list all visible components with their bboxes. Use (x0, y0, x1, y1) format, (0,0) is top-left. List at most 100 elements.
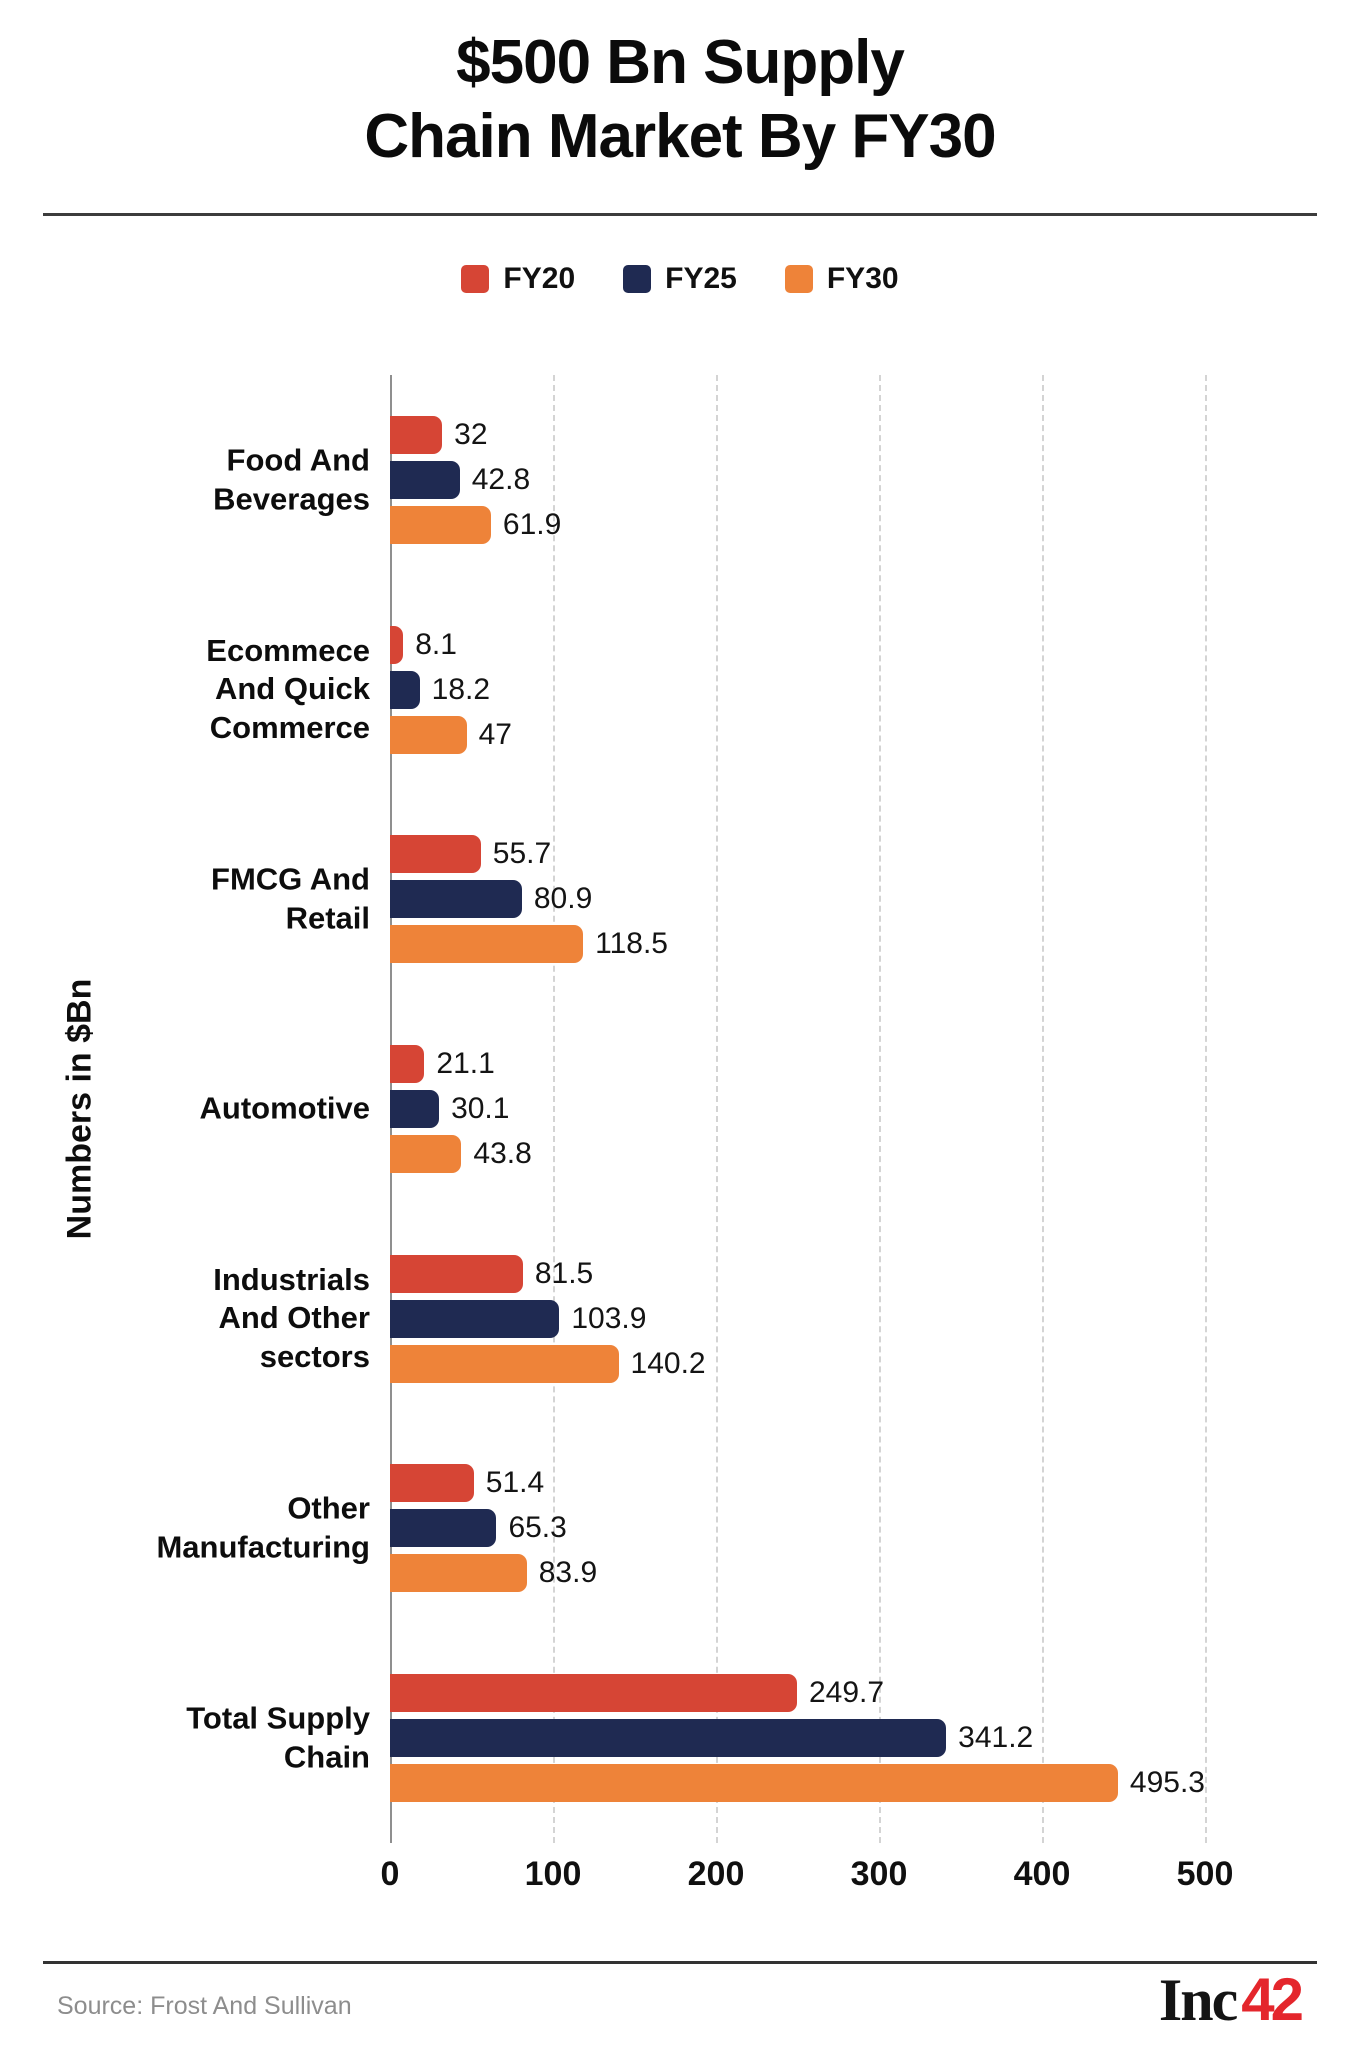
category-group: Automotive 21.1 30.1 43.8 (200, 1004, 1205, 1214)
category-label: Total Supply Chain (186, 1700, 370, 1775)
bar-fy30 (390, 1135, 462, 1174)
bar-row: 42.8 (390, 460, 1205, 499)
bar-row: 43.8 (390, 1135, 1205, 1174)
category-group: Other Manufacturing 51.4 65.3 83.9 (156, 1424, 1205, 1634)
bar-value-label: 55.7 (492, 837, 552, 871)
legend-label: FY30 (826, 262, 899, 295)
bar-value-label: 249.7 (809, 1676, 885, 1710)
bar-fy20 (390, 1464, 474, 1503)
bar-value-label: 495.3 (1129, 1766, 1205, 1800)
bar-row: 81.5 (390, 1254, 1205, 1293)
bar-row: 8.1 (390, 625, 1205, 664)
x-tick-label: 400 (1013, 1855, 1071, 1893)
legend-item-fy25: FY25 (623, 262, 737, 296)
bar-value-label: 81.5 (534, 1256, 594, 1290)
bar-value-label: 61.9 (502, 507, 562, 541)
bar-row: 83.9 (390, 1554, 1205, 1593)
bar-value-label: 30.1 (451, 1092, 510, 1126)
gridline-500 (1205, 375, 1207, 1843)
bar-value-label: 51.4 (485, 1466, 545, 1500)
bar-fy20 (390, 1254, 523, 1293)
category-label: Ecommece And Quick Commerce (206, 632, 370, 745)
bar-row: 103.9 (390, 1299, 1205, 1338)
bar-fy25 (390, 1719, 947, 1758)
bar-fy20 (390, 415, 443, 454)
bar-row: 47 (390, 715, 1205, 754)
category-label: Food And Beverages (213, 442, 370, 516)
x-tick-label: 200 (687, 1855, 745, 1893)
bar-fy20 (390, 1674, 797, 1713)
bar-value-label: 80.9 (533, 882, 593, 916)
bar-value-label: 103.9 (571, 1301, 647, 1335)
x-tick-label: 300 (850, 1855, 908, 1893)
category-group: Food And Beverages 32 42.8 61.9 (213, 375, 1205, 585)
bar-fy30 (390, 1554, 527, 1593)
bar-value-label: 8.1 (415, 627, 457, 661)
legend-label: FY25 (665, 262, 737, 295)
bar-row: 80.9 (390, 880, 1205, 919)
bar-fy30 (390, 1344, 619, 1383)
bar-fy25 (390, 1509, 497, 1548)
gridline-200 (716, 375, 718, 1843)
chart-title: $500 Bn Supply Chain Market By FY30 (364, 28, 996, 172)
bar-value-label: 140.2 (630, 1346, 706, 1380)
bar-fy25 (390, 670, 420, 709)
legend-item-fy30: FY30 (784, 262, 899, 296)
bar-value-label: 47 (478, 717, 512, 751)
bar-row: 65.3 (390, 1509, 1205, 1548)
gridline-100 (553, 375, 555, 1843)
header-divider (43, 213, 1317, 216)
legend: FY20 FY25 FY30 (0, 262, 1360, 296)
legend-swatch-icon (461, 265, 490, 293)
bar-row: 55.7 (390, 835, 1205, 874)
bar-fy30 (390, 505, 491, 544)
bar-fy20 (390, 835, 481, 874)
source-credit: Source: Frost And Sullivan (57, 1992, 352, 2020)
footer-divider (43, 1961, 1317, 1964)
bar-row: 118.5 (390, 925, 1205, 964)
bar-value-label: 21.1 (436, 1047, 495, 1081)
bar-value-label: 43.8 (473, 1137, 532, 1171)
bar-groups: Food And Beverages 32 42.8 61.9 Ecommece And… (156, 375, 1205, 1843)
bar-value-label: 83.9 (538, 1556, 598, 1590)
legend-item-fy20: FY20 (461, 262, 575, 296)
gridline-300 (879, 375, 881, 1843)
bar-value-label: 18.2 (431, 672, 491, 706)
plot-area: Food And Beverages 32 42.8 61.9 Ecommece And… (156, 375, 1207, 1843)
legend-swatch-icon (784, 265, 813, 293)
bar-row: 249.7 (390, 1674, 1205, 1713)
bar-fy30 (390, 925, 584, 964)
bar-fy25 (390, 460, 460, 499)
bar-row: 61.9 (390, 505, 1205, 544)
bar-fy25 (390, 1090, 440, 1129)
bar-fy20 (390, 625, 404, 664)
category-label: FMCG And Retail (211, 861, 370, 936)
category-group: FMCG And Retail 55.7 80.9 118.5 (211, 794, 1205, 1004)
category-label: Automotive (199, 1090, 371, 1126)
bar-row: 140.2 (390, 1344, 1205, 1383)
bar-value-label: 32 (454, 417, 488, 451)
gridline-400 (1042, 375, 1044, 1843)
logo-text-black: Inc (1158, 1967, 1238, 2033)
bar-fy25 (390, 1299, 560, 1338)
x-tick-label: 100 (524, 1855, 582, 1893)
bar-fy30 (390, 715, 467, 754)
bar-value-label: 341.2 (958, 1721, 1034, 1755)
category-label: Other Manufacturing (156, 1490, 370, 1565)
inc42-logo: Inc42 (1158, 1967, 1304, 2033)
legend-label: FY20 (503, 262, 576, 295)
bar-row: 30.1 (390, 1090, 1205, 1129)
bar-fy20 (390, 1045, 425, 1084)
bar-fy25 (390, 880, 522, 919)
x-tick-label: 0 (380, 1855, 400, 1893)
category-group: Ecommece And Quick Commerce 8.1 18.2 47 (206, 585, 1205, 795)
category-label: Industrials And Other sectors (213, 1261, 370, 1375)
bar-row: 495.3 (390, 1764, 1205, 1803)
bar-value-label: 42.8 (471, 462, 531, 496)
bar-row: 18.2 (390, 670, 1205, 709)
bar-fy30 (390, 1764, 1118, 1803)
category-group: Total Supply Chain 249.7 341.2 495.3 (186, 1633, 1205, 1843)
bar-row: 341.2 (390, 1719, 1205, 1758)
category-group: Industrials And Other sectors 81.5 103.9 14… (213, 1214, 1205, 1424)
